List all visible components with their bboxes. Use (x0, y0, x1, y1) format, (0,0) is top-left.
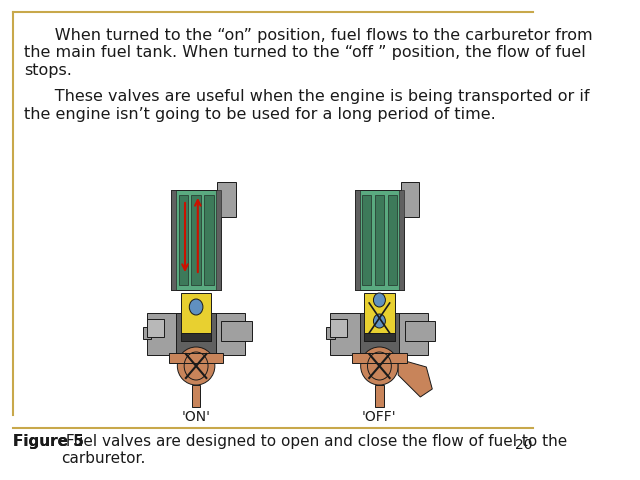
Text: When turned to the “on” position, fuel flows to the carburetor from: When turned to the “on” position, fuel f… (24, 28, 593, 43)
Bar (216, 190, 221, 290)
Bar (218, 182, 236, 217)
Bar (355, 190, 360, 290)
Bar (364, 293, 395, 341)
Bar (179, 195, 188, 285)
Bar (399, 190, 404, 290)
Bar (172, 190, 221, 290)
Bar (364, 333, 395, 341)
Bar (326, 327, 335, 339)
Bar (177, 313, 216, 355)
Bar (401, 182, 419, 217)
Bar (147, 313, 245, 355)
Ellipse shape (177, 347, 215, 385)
Text: the engine isn’t going to be used for a long period of time.: the engine isn’t going to be used for a … (24, 107, 495, 121)
Bar (375, 195, 384, 285)
Bar (172, 190, 177, 290)
Ellipse shape (189, 299, 203, 315)
Bar (147, 319, 164, 337)
Bar (169, 353, 223, 363)
Bar (192, 385, 200, 407)
Bar (330, 313, 428, 355)
Bar (360, 313, 399, 355)
Text: Figure 5: Figure 5 (13, 434, 84, 449)
Bar (180, 333, 211, 341)
Bar (191, 195, 201, 285)
Text: 'OFF': 'OFF' (362, 410, 397, 424)
Bar (221, 321, 252, 341)
Bar (387, 195, 397, 285)
Ellipse shape (374, 293, 385, 307)
Bar (204, 195, 214, 285)
Text: These valves are useful when the engine is being transported or if: These valves are useful when the engine … (24, 89, 589, 104)
Text: the main fuel tank. When turned to the “off ” position, the flow of fuel: the main fuel tank. When turned to the “… (24, 46, 586, 60)
Text: stops.: stops. (24, 63, 72, 78)
Bar (180, 293, 211, 341)
Ellipse shape (361, 347, 398, 385)
Polygon shape (398, 359, 432, 397)
Bar (330, 319, 348, 337)
Bar (355, 190, 404, 290)
Bar (404, 321, 435, 341)
Ellipse shape (374, 314, 385, 328)
Text: Fuel valves are designed to open and close the flow of fuel to the
carburetor.: Fuel valves are designed to open and clo… (61, 434, 568, 467)
Bar (143, 327, 151, 339)
Text: 20: 20 (515, 438, 533, 452)
Text: Figure 5: Figure 5 (13, 434, 84, 449)
Bar (352, 353, 406, 363)
Bar (362, 195, 371, 285)
Bar (375, 385, 383, 407)
Text: 'ON': 'ON' (182, 410, 211, 424)
